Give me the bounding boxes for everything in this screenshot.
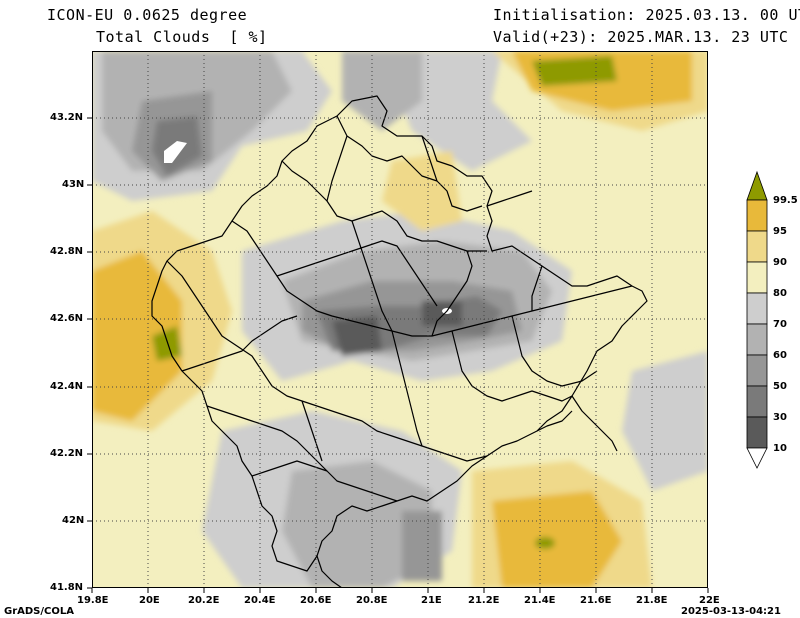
legend-label: 99.5 <box>773 195 798 206</box>
footer-credit: GrADS/COLA <box>4 606 74 617</box>
cloud-area-10-w <box>332 316 382 356</box>
field-title: Total Clouds [ %] <box>96 28 268 46</box>
cloud-area-10-e <box>422 301 462 326</box>
color-legend <box>746 170 768 469</box>
cloud-area-90-center <box>382 151 462 231</box>
legend-swatch-50 <box>746 354 768 387</box>
clear-spot-nw <box>164 141 187 163</box>
y-tick-label: 42.2N <box>50 448 84 459</box>
legend-swatch-99 <box>746 170 768 201</box>
y-tick-label: 41.8N <box>50 582 84 593</box>
cloud-cover-map <box>92 51 708 588</box>
legend-label: 30 <box>773 412 787 423</box>
y-tick-label: 43N <box>62 179 85 190</box>
cloud-area-60-n <box>342 51 422 131</box>
legend-swatch-10 <box>746 416 768 449</box>
valid-time: Valid(+23): 2025.MAR.13. 23 UTC <box>493 28 789 46</box>
grid-lines <box>92 51 708 588</box>
cloud-area-60-south <box>282 461 432 588</box>
x-tick-label: 21.6E <box>580 595 612 606</box>
init-time: Initialisation: 2025.03.13. 00 UTC <box>493 6 800 24</box>
legend-swatch-80 <box>746 261 768 294</box>
x-tick-label: 19.8E <box>77 595 109 606</box>
model-title: ICON-EU 0.0625 degree <box>47 6 248 24</box>
legend-label: 50 <box>773 381 787 392</box>
x-tick-label: 21.4E <box>524 595 556 606</box>
legend-swatch-95 <box>746 199 768 232</box>
legend-label: 95 <box>773 226 787 237</box>
y-tick-label: 42.4N <box>50 381 84 392</box>
footer-timestamp: 2025-03-13-04:21 <box>681 606 781 617</box>
legend-swatch-60 <box>746 323 768 356</box>
y-tick-label: 42.6N <box>50 313 84 324</box>
legend-label: 10 <box>773 443 787 454</box>
x-tick-label: 21E <box>421 595 442 606</box>
x-tick-label: 21.8E <box>636 595 668 606</box>
y-tick-label: 42.8N <box>50 246 84 257</box>
legend-label: 70 <box>773 319 787 330</box>
legend-label: 80 <box>773 288 787 299</box>
x-tick-label: 20E <box>139 595 160 606</box>
admin-boundaries <box>151 95 648 588</box>
legend-swatch-0 <box>746 447 768 469</box>
x-tick-label: 22E <box>699 595 720 606</box>
legend-swatch-70 <box>746 292 768 325</box>
x-tick-label: 21.2E <box>468 595 500 606</box>
x-tick-label: 20.6E <box>300 595 332 606</box>
y-tick-label: 42N <box>62 515 85 526</box>
cloud-area-95-w <box>92 251 182 421</box>
y-tick-label: 43.2N <box>50 112 84 123</box>
cloud-area-99-w <box>152 326 182 361</box>
legend-swatch-30 <box>746 385 768 418</box>
x-tick-label: 20.4E <box>244 595 276 606</box>
legend-label: 60 <box>773 350 787 361</box>
cloud-area-95-se <box>492 491 622 588</box>
x-tick-label: 20.8E <box>356 595 388 606</box>
cloud-area-grey-east <box>622 351 708 491</box>
legend-label: 90 <box>773 257 787 268</box>
legend-swatch-90 <box>746 230 768 263</box>
x-tick-label: 20.2E <box>188 595 220 606</box>
map-frame <box>92 51 708 588</box>
cloud-area-50-south <box>402 511 442 581</box>
